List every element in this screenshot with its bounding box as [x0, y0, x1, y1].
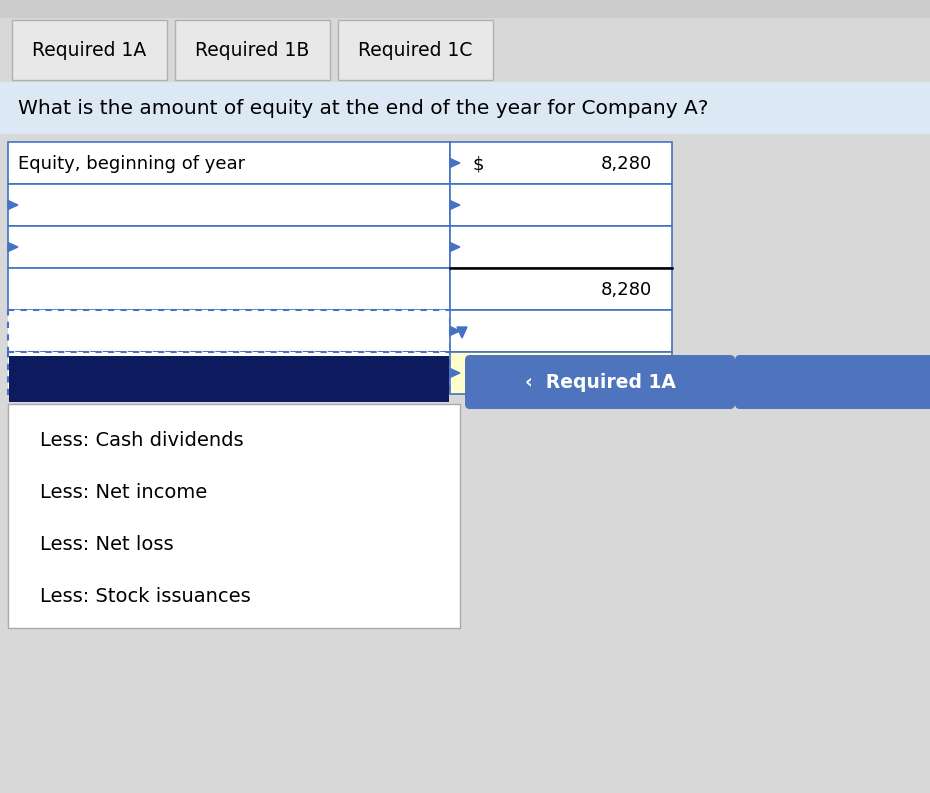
Polygon shape — [457, 327, 467, 338]
FancyBboxPatch shape — [0, 18, 930, 793]
Polygon shape — [450, 159, 460, 167]
FancyBboxPatch shape — [8, 268, 450, 310]
Text: Equity, beginning of year: Equity, beginning of year — [18, 155, 246, 173]
Text: ‹  Required 1A: ‹ Required 1A — [525, 374, 675, 393]
FancyBboxPatch shape — [8, 404, 460, 628]
Text: Required 1A: Required 1A — [33, 41, 147, 60]
FancyBboxPatch shape — [9, 356, 449, 402]
Text: Less: Net income: Less: Net income — [40, 482, 207, 501]
FancyBboxPatch shape — [8, 142, 450, 184]
FancyBboxPatch shape — [8, 352, 450, 394]
Text: Less: Net loss: Less: Net loss — [40, 534, 174, 554]
FancyBboxPatch shape — [450, 142, 672, 184]
FancyBboxPatch shape — [8, 310, 450, 352]
FancyBboxPatch shape — [450, 310, 672, 352]
FancyBboxPatch shape — [0, 0, 930, 18]
Polygon shape — [8, 243, 18, 251]
Text: 8,280: 8,280 — [601, 281, 652, 299]
FancyBboxPatch shape — [450, 268, 672, 310]
FancyBboxPatch shape — [338, 20, 493, 80]
Text: What is the amount of equity at the end of the year for Company A?: What is the amount of equity at the end … — [18, 99, 709, 118]
FancyBboxPatch shape — [465, 355, 735, 409]
Polygon shape — [450, 327, 460, 335]
Polygon shape — [8, 201, 18, 209]
FancyBboxPatch shape — [8, 226, 450, 268]
FancyBboxPatch shape — [450, 226, 672, 268]
Text: $: $ — [472, 155, 484, 173]
Polygon shape — [450, 369, 460, 377]
FancyBboxPatch shape — [0, 82, 930, 134]
Text: Required 1B: Required 1B — [195, 41, 310, 60]
FancyBboxPatch shape — [450, 352, 672, 394]
FancyBboxPatch shape — [450, 184, 672, 226]
Text: Less: Cash dividends: Less: Cash dividends — [40, 431, 244, 450]
Text: Less: Stock issuances: Less: Stock issuances — [40, 587, 251, 606]
Text: 8,280: 8,280 — [601, 155, 652, 173]
FancyBboxPatch shape — [8, 184, 450, 226]
Text: Required 1C: Required 1C — [358, 41, 472, 60]
Polygon shape — [450, 243, 460, 251]
FancyBboxPatch shape — [735, 355, 930, 409]
FancyBboxPatch shape — [175, 20, 330, 80]
Polygon shape — [450, 201, 460, 209]
Text: Eq    end of year: Eq end of year — [18, 365, 166, 383]
FancyBboxPatch shape — [12, 20, 167, 80]
